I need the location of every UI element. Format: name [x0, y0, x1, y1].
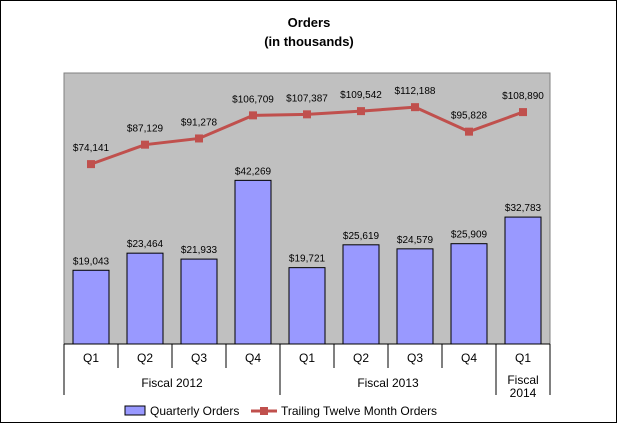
bar-value-label: $19,043 — [73, 256, 110, 267]
bar-value-label: $24,579 — [397, 235, 434, 246]
line-marker — [411, 103, 419, 112]
line-value-label: $112,188 — [395, 86, 436, 97]
bar-value-label: $32,783 — [505, 203, 542, 214]
bar-quarterly-orders — [342, 244, 380, 345]
line-value-label: $109,542 — [340, 90, 382, 101]
x-group-label: Fiscal 2013 — [357, 376, 419, 390]
legend-marker-trailing-twelve-month — [260, 407, 268, 415]
chart-title: Orders — [288, 15, 331, 30]
chart-subtitle: (in thousands) — [264, 34, 354, 49]
x-tick-label: Q3 — [191, 351, 207, 365]
line-marker — [195, 134, 203, 143]
bar-value-label: $19,721 — [289, 254, 326, 265]
line-marker — [465, 127, 473, 136]
bar-quarterly-orders — [450, 243, 488, 345]
bar-value-label: $21,933 — [181, 245, 218, 256]
bar-quarterly-orders — [504, 216, 542, 345]
legend-label-quarterly-orders: Quarterly Orders — [150, 404, 239, 418]
x-tick-label: Q2 — [137, 351, 153, 365]
legend-swatch-quarterly-orders — [124, 405, 146, 416]
line-marker — [519, 108, 527, 117]
line-marker — [87, 160, 95, 169]
line-value-label: $74,141 — [73, 143, 110, 154]
x-tick-label: Q2 — [353, 351, 369, 365]
x-tick-label: Q1 — [299, 351, 315, 365]
line-value-label: $107,387 — [286, 93, 328, 104]
x-tick-label: Q3 — [407, 351, 423, 365]
bar-quarterly-orders — [396, 248, 434, 345]
bar-quarterly-orders — [288, 267, 326, 345]
bar-value-label: $42,269 — [235, 166, 272, 177]
x-tick-label: Q4 — [461, 351, 477, 365]
line-value-label: $91,278 — [181, 117, 218, 128]
x-group-label: Fiscal — [507, 373, 538, 387]
bar-value-label: $25,909 — [451, 230, 488, 241]
x-group-label: Fiscal 2012 — [141, 376, 203, 390]
bar-quarterly-orders — [72, 269, 110, 345]
line-marker — [249, 111, 257, 120]
line-value-label: $106,709 — [232, 94, 274, 105]
line-marker — [141, 140, 149, 149]
line-value-label: $87,129 — [127, 124, 164, 135]
bar-quarterly-orders — [180, 258, 218, 345]
bar-value-label: $23,464 — [127, 239, 164, 250]
legend-label-trailing-twelve-month: Trailing Twelve Month Orders — [281, 404, 437, 418]
line-marker — [357, 107, 365, 116]
bar-quarterly-orders — [126, 252, 164, 345]
bar-quarterly-orders — [234, 179, 272, 345]
line-value-label: $108,890 — [502, 91, 544, 102]
bar-value-label: $25,619 — [343, 231, 380, 242]
x-tick-label: Q4 — [245, 351, 261, 365]
x-tick-label: Q1 — [515, 351, 531, 365]
x-tick-label: Q1 — [83, 351, 99, 365]
line-value-label: $95,828 — [451, 111, 488, 122]
line-marker — [303, 110, 311, 119]
x-group-label: 2014 — [510, 386, 537, 400]
